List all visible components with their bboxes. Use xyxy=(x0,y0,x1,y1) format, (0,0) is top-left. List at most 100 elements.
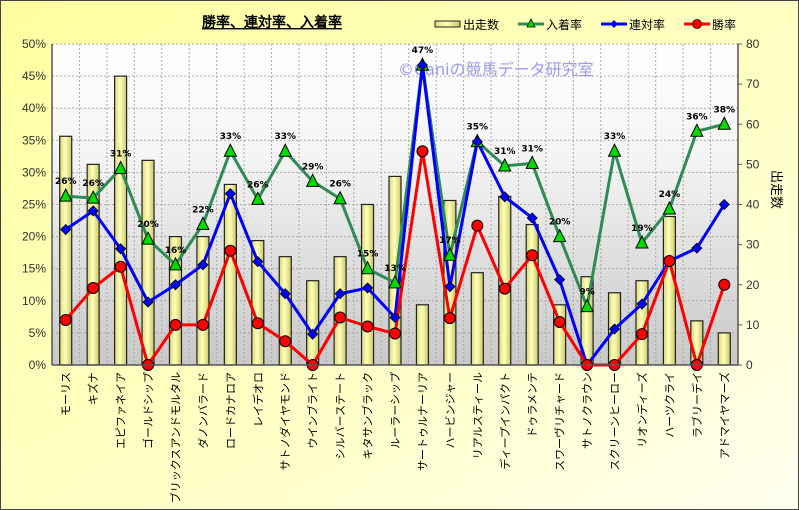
x-tick-label: サトノダイヤモンド xyxy=(278,372,292,471)
marker-nyuchaku xyxy=(250,191,265,205)
y-left-tick-label: 40% xyxy=(22,101,46,115)
marker-nyuchaku xyxy=(443,247,457,261)
y-right-tick-label: 70 xyxy=(746,77,760,91)
legend-marker xyxy=(610,20,618,28)
marker-shoritsu xyxy=(718,278,731,291)
marker-rentai xyxy=(361,282,374,294)
data-label-nyuchaku: 31% xyxy=(110,150,132,160)
marker-rentai xyxy=(554,274,566,286)
x-tick-label: ハーツクライ xyxy=(663,372,676,438)
x-tick-label: レイデオロ xyxy=(251,372,265,427)
gridlines xyxy=(52,43,738,365)
data-label-nyuchaku: 24% xyxy=(659,190,681,200)
legend-marker xyxy=(692,19,702,29)
marker-nyuchaku xyxy=(580,298,594,313)
y-left-tick-label: 5% xyxy=(29,326,47,340)
marker-rentai xyxy=(169,279,182,291)
marker-shoritsu xyxy=(334,311,347,324)
marker-nyuchaku xyxy=(58,188,73,202)
marker-nyuchaku xyxy=(607,143,622,157)
data-label-nyuchaku: 31% xyxy=(521,144,543,154)
data-label-nyuchaku: 15% xyxy=(357,250,379,260)
legend-swatch-bar xyxy=(434,20,461,28)
data-label-nyuchaku: 26% xyxy=(329,180,351,190)
marker-shoritsu xyxy=(251,317,264,330)
marker-nyuchaku xyxy=(196,216,210,230)
bar-shusso xyxy=(168,236,183,366)
y-left-tick-label: 45% xyxy=(22,69,46,83)
marker-rentai xyxy=(334,288,346,300)
legend-label: 出走数 xyxy=(463,17,499,32)
data-label-nyuchaku: 29% xyxy=(302,162,324,172)
marker-nyuchaku xyxy=(278,143,293,157)
x-tick-label: アドマイヤマーズ xyxy=(717,372,731,459)
marker-rentai xyxy=(471,136,483,148)
marker-rentai xyxy=(608,323,621,335)
axes: 0% 5% 10% 15% 20% 25% 30% 35% 40% 45% 50% 0 10 20 30 40… xyxy=(22,37,760,503)
marker-nyuchaku xyxy=(223,143,238,157)
marker-rentai xyxy=(499,191,511,203)
marker-rentai xyxy=(691,242,703,254)
bar-shusso xyxy=(278,256,292,366)
chart-title: 勝率、連対率、入着率 xyxy=(202,14,342,31)
x-tick-label: ルーラーシップ xyxy=(389,372,402,449)
x-tick-label: ハービンジャー xyxy=(444,372,457,448)
legend-label: 勝率 xyxy=(712,17,736,32)
data-label-nyuchaku: 35% xyxy=(467,123,489,133)
x-tick-label: エピファネイア xyxy=(115,372,128,449)
data-label-nyuchaku: 26% xyxy=(82,179,104,189)
bar-shusso xyxy=(333,256,347,366)
marker-rentai xyxy=(87,205,99,217)
marker-shoritsu xyxy=(279,335,292,348)
x-tick-label: ゴールドシップ xyxy=(141,372,155,449)
data-label-nyuchaku: 17% xyxy=(439,236,461,246)
marker-shoritsu xyxy=(663,254,676,267)
bar-shusso xyxy=(690,320,704,366)
marker-rentai xyxy=(224,188,236,200)
data-label-nyuchaku: 22% xyxy=(192,205,214,215)
y-right-tick-label: 10 xyxy=(746,318,760,332)
y-left-tick-label: 20% xyxy=(22,230,46,244)
marker-shoritsu xyxy=(224,244,237,257)
x-tick-label: キタサンブラック xyxy=(361,372,375,460)
x-tick-label: ダノンバラード xyxy=(196,372,210,449)
y-left-tick-label: 30% xyxy=(22,165,46,179)
legend: 出走数 入着率 連対率 勝率 xyxy=(434,17,736,32)
marker-nyuchaku xyxy=(360,260,375,275)
marker-nyuchaku xyxy=(552,228,567,243)
marker-nyuchaku xyxy=(388,274,402,289)
legend-label: 連対率 xyxy=(629,17,665,32)
x-tick-label: モーリス xyxy=(60,372,73,416)
bar-shusso xyxy=(662,215,677,366)
x-tick-label: サトノクラウン xyxy=(581,372,594,449)
x-tick-label: サートゥルナーリア xyxy=(416,372,429,471)
y-right-tick-label: 40 xyxy=(746,198,760,212)
marker-shoritsu xyxy=(114,260,127,273)
y-left-tick-label: 15% xyxy=(22,262,46,276)
data-label-nyuchaku: 31% xyxy=(494,147,516,157)
marker-rentai xyxy=(526,212,538,224)
data-label-nyuchaku: 20% xyxy=(137,220,159,230)
marker-nyuchaku xyxy=(717,116,732,130)
marker-rentai xyxy=(197,259,209,271)
marker-shoritsu xyxy=(59,314,72,327)
marker-nyuchaku xyxy=(525,155,540,169)
marker-shoritsu xyxy=(416,145,429,158)
x-tick-label: スワーヴリチャード xyxy=(553,372,567,471)
marker-rentai xyxy=(115,243,127,255)
bar-shusso xyxy=(415,304,430,366)
marker-nyuchaku xyxy=(497,157,512,172)
data-label-nyuchaku: 33% xyxy=(274,132,296,142)
marker-shoritsu xyxy=(443,312,456,325)
x-tick-label: キズナ xyxy=(86,372,100,405)
marker-rentai xyxy=(416,59,429,71)
marker-nyuchaku xyxy=(86,189,100,204)
data-label-nyuchaku: 47% xyxy=(412,46,434,56)
data-label-nyuchaku: 26% xyxy=(247,180,269,190)
y-right-tick-label: 50 xyxy=(746,157,760,171)
bar-shusso xyxy=(113,75,128,366)
watermark: ©Caniの競馬データ研究室 xyxy=(398,60,594,79)
x-tick-label: ブリックスアンドモルタル xyxy=(168,372,182,503)
marker-shoritsu xyxy=(389,327,401,340)
bar-shusso xyxy=(223,183,237,366)
